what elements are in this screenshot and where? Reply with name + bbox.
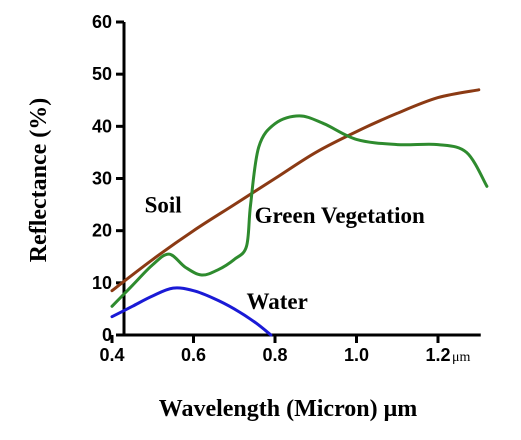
series-line-water xyxy=(110,286,273,337)
y-tick-label: 60 xyxy=(92,12,112,32)
x-tick-label: 0.8 xyxy=(262,345,287,365)
series-line-soil xyxy=(110,88,481,293)
y-tick-label: 50 xyxy=(92,64,112,84)
x-tick-label: 0.4 xyxy=(99,345,124,365)
y-axis-title: Reflectance (%) xyxy=(26,98,52,263)
series-label-soil: Soil xyxy=(145,192,182,217)
x-tick-label: 1.0 xyxy=(344,345,369,365)
annotation-layer: Soil Green Vegetation Water xyxy=(145,192,425,314)
series-label-green-vegetation: Green Vegetation xyxy=(255,203,425,228)
series-layer xyxy=(110,88,489,337)
y-tick-label: 20 xyxy=(92,221,112,241)
y-tick-label: 0 xyxy=(102,325,112,345)
series-label-water: Water xyxy=(246,289,307,314)
y-tick-label: 40 xyxy=(92,116,112,136)
x-unit-label: μm xyxy=(452,350,471,365)
axes: 0 10 20 30 40 50 60 0.4 0.6 0.8 1.0 1.2 μm xyxy=(92,12,481,365)
x-tick-label: 1.2 xyxy=(425,345,450,365)
series-line-green-vegetation xyxy=(110,114,489,308)
y-axis-title-group: Reflectance (%) xyxy=(26,98,52,263)
x-tick-label: 0.6 xyxy=(181,345,206,365)
y-tick-label: 30 xyxy=(92,169,112,189)
x-axis-title: Wavelength (Micron) μm xyxy=(159,396,417,422)
y-tick-label: 10 xyxy=(92,273,112,293)
